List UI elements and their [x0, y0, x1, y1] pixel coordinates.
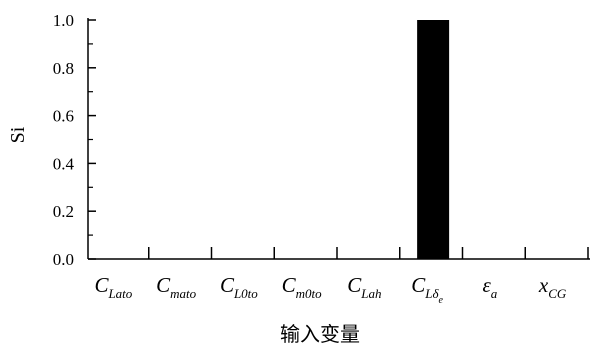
x-tick-label: εa	[482, 273, 497, 301]
y-ticks: 0.0 0.2 0.4 0.6 0.8 1.0	[53, 11, 96, 269]
x-tick-label: Cm0to	[282, 273, 323, 301]
x-tick-label: Cmato	[156, 273, 197, 301]
bar	[417, 20, 450, 259]
y-tick-label: 0.8	[53, 59, 74, 78]
x-axis-title: 输入变量	[280, 322, 360, 346]
x-tick-label: xCG	[538, 273, 567, 301]
y-tick-label: 0.6	[53, 107, 74, 126]
x-ticks: CLato Cmato CL0to Cm0to CLah CLδe εa xCG	[94, 247, 589, 306]
y-axis-title: Si	[7, 126, 29, 143]
y-tick-label: 0.0	[53, 250, 74, 269]
axes	[87, 18, 590, 260]
y-tick-label: 1.0	[53, 11, 74, 30]
x-tick-label: CL0to	[220, 273, 258, 301]
bars	[417, 20, 450, 259]
y-tick-label: 0.4	[53, 154, 75, 173]
y-tick-label: 0.2	[53, 202, 74, 221]
x-tick-label: CLato	[94, 273, 132, 301]
x-tick-label: CLδe	[411, 273, 443, 306]
x-tick-label: CLah	[347, 273, 381, 301]
